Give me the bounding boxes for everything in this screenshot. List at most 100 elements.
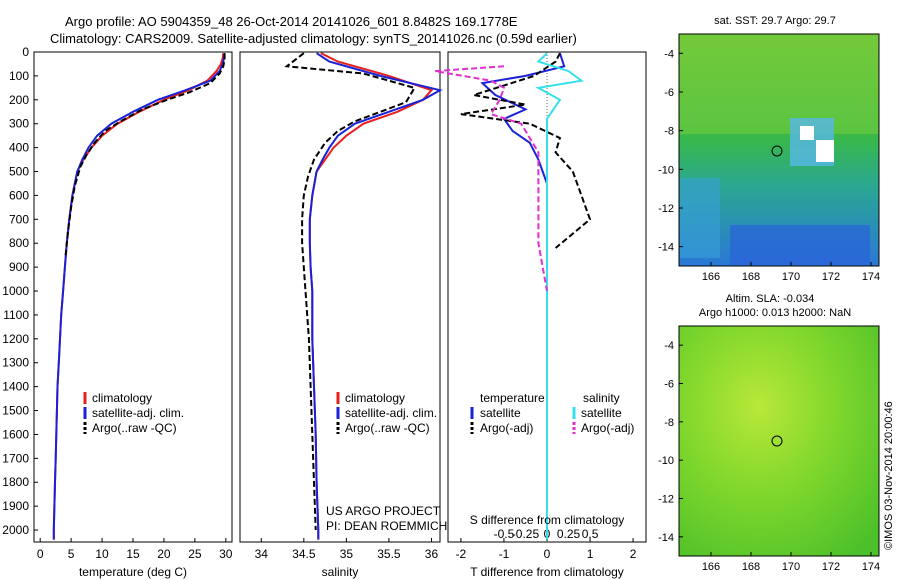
x-tick-label: 20 [157,547,171,561]
salinity-legend: climatology satellite-adj. clim. Argo(..… [326,391,447,533]
project-label: US ARGO PROJECT [326,504,441,518]
x-tick-label: 30 [219,547,233,561]
series-line-salinity-satellite [535,52,584,540]
depth-tick-label: 1300 [2,356,29,370]
sla-map-axes: -4 -6 -8 -10 -12 -14 166 168 170 172 174 [658,340,880,573]
x-tick-label: 36 [425,547,439,561]
sla-map [678,325,880,557]
legend-t-satellite: satellite [480,406,521,420]
depth-tick-label: 300 [9,117,29,131]
sst-map [678,33,880,267]
x-tick-label: 34.5 [292,547,316,561]
legend-argo: Argo(..raw -QC) [92,421,177,435]
map-y-tick-label: -12 [658,203,674,215]
series-line-satellite-adj-clim [52,53,226,540]
salinity-panel [239,51,441,543]
depth-tick-label: 1600 [2,427,29,441]
series-line-salinity-argo-adj [434,65,548,292]
map-y-tick-label: -12 [658,494,674,506]
depth-tick-label: 1700 [2,451,29,465]
depth-axis: 0 100 200 300 400 500 600 700 800 900 1000 1100 1200… [2,45,38,537]
depth-tick-label: 1900 [2,499,29,513]
x-tick-label: 0 [544,547,551,561]
map-y-tick-label: -4 [664,340,674,352]
depth-tick-label: 1500 [2,404,29,418]
sst-map-title: sat. SST: 29.7 Argo: 29.7 [714,15,836,27]
legend-satellite: satellite-adj. clim. [92,406,184,420]
map-y-tick-label: -10 [658,455,674,467]
salinity-xlabel: salinity [322,565,359,579]
map-y-tick-label: -8 [664,126,674,138]
pi-label: PI: DEAN ROEMMICH [326,519,447,533]
series-line-argo-raw-qc [284,52,417,531]
sla-map-title1: Altim. SLA: -0.034 [726,293,815,305]
x-tick-label: 15 [126,547,140,561]
map-x-tick-label: 170 [782,271,800,283]
legend-climatology: climatology [345,391,405,405]
x-tick-label: 10 [95,547,109,561]
argo-location-marker [771,145,783,157]
map-x-tick-label: 168 [742,561,760,573]
s-tick-label: 0.25 [557,527,581,541]
depth-tick-label: 800 [9,236,29,250]
map-y-tick-label: -4 [664,48,674,60]
depth-tick-label: 200 [9,93,29,107]
legend-argo: Argo(..raw -QC) [345,421,430,435]
map-x-tick-label: 166 [702,561,720,573]
s-tick-label: 0.5 [582,527,599,541]
depth-tick-label: 1000 [2,284,29,298]
depth-tick-label: 0 [22,45,29,59]
legend-salinity-header: salinity [583,391,620,405]
depth-tick-label: 500 [9,165,29,179]
temperature-xlabel: temperature (deg C) [79,565,187,579]
temperature-panel [33,51,233,543]
series-line-argo-raw-qc [64,53,226,256]
salinity-plot: 34 34.5 35 35.5 36 [255,52,443,561]
map-x-tick-label: 166 [702,271,720,283]
depth-tick-label: 400 [9,141,29,155]
x-tick-label: 25 [188,547,202,561]
series-line-satellite-adj-clim [308,52,443,540]
x-tick-label: 5 [68,547,75,561]
sst-map-axes: -4 -6 -8 -10 -12 -14 166 168 170 172 174 [658,48,880,283]
depth-tick-label: 1200 [2,332,29,346]
legend-climatology: climatology [92,391,152,405]
map-x-tick-label: 168 [742,271,760,283]
depth-tick-label: 1400 [2,380,29,394]
map-x-tick-label: 170 [782,561,800,573]
x-tick-label: 2 [630,547,637,561]
argo-location-marker [771,435,783,447]
imos-stamp: ©IMOS 03-Nov-2014 20:00:46 [883,401,895,550]
legend-temperature-header: temperature [480,391,545,405]
legend-s-argo: Argo(-adj) [581,421,634,435]
series-line-climatology [52,53,225,540]
header-line1: Argo profile: AO 5904359_48 26-Oct-2014 … [65,14,518,29]
x-tick-label: -1 [499,547,510,561]
x-tick-label: 1 [587,547,594,561]
legend-t-argo: Argo(-adj) [480,421,533,435]
temperature-legend: climatology satellite-adj. clim. Argo(..… [83,391,184,435]
x-tick-label: 35 [340,547,354,561]
x-tick-label: 35.5 [377,547,401,561]
map-y-tick-label: -10 [658,164,674,176]
map-y-tick-label: -8 [664,417,674,429]
depth-tick-label: 700 [9,212,29,226]
depth-tick-label: 900 [9,260,29,274]
map-y-tick-label: -14 [658,532,674,544]
depth-tick-label: 1100 [3,308,29,322]
x-tick-label: 34 [255,547,269,561]
difference-xlabel-s: S difference from climatology [470,513,625,527]
depth-tick-label: 1800 [2,475,29,489]
series-line-temperature-argo-adj [460,52,592,249]
map-x-tick-label: 172 [822,561,840,573]
sla-map-title2: Argo h1000: 0.013 h2000: NaN [699,307,851,319]
depth-tick-label: 2000 [2,523,29,537]
s-tick-label: -0.25 [512,527,540,541]
header-line2: Climatology: CARS2009. Satellite-adjuste… [50,31,577,46]
depth-tick-label: 600 [9,188,29,202]
map-y-tick-label: -6 [664,379,674,391]
legend-satellite: satellite-adj. clim. [345,406,437,420]
map-y-tick-label: -14 [658,242,674,254]
series-line-temperature-satellite [480,52,566,540]
